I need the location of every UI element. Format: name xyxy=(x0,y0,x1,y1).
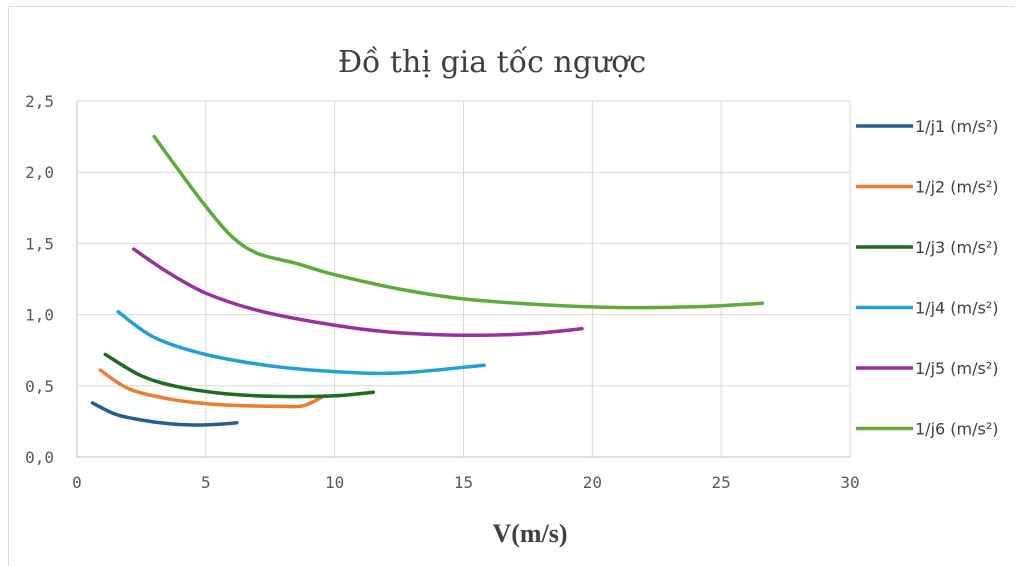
y-axis-ticks: 0,0 0,5 1,0 1,5 2,0 2,5 xyxy=(25,92,54,467)
x-tick-label: 5 xyxy=(201,473,211,492)
x-tick-label: 20 xyxy=(583,473,602,492)
legend-label-4: 1/j4 (m/s²) xyxy=(915,299,999,318)
x-axis-label: V(m/s) xyxy=(492,519,567,548)
series-line-4 xyxy=(116,310,486,376)
series-lines xyxy=(90,134,765,427)
legend-label-2: 1/j2 (m/s²) xyxy=(915,178,999,197)
series-line-6 xyxy=(152,134,765,310)
y-tick-label: 0,0 xyxy=(25,448,54,467)
legend-label-1: 1/j1 (m/s²) xyxy=(915,117,999,136)
chart-title: Đồ thị gia tốc ngược xyxy=(338,45,646,80)
grid xyxy=(76,100,851,458)
x-tick-label: 10 xyxy=(325,473,344,492)
y-tick-label: 1,0 xyxy=(25,306,54,325)
series-line-5 xyxy=(131,247,584,338)
legend-label-5: 1/j5 (m/s²) xyxy=(915,359,999,378)
x-tick-label: 30 xyxy=(840,473,859,492)
legend: 1/j1 (m/s²) 1/j2 (m/s²) 1/j3 (m/s²) 1/j4 (m… xyxy=(856,117,999,439)
y-tick-label: 2,5 xyxy=(25,92,54,111)
series-line-2 xyxy=(98,368,327,409)
legend-label-3: 1/j3 (m/s²) xyxy=(915,238,999,257)
x-tick-label: 25 xyxy=(712,473,731,492)
y-tick-label: 1,5 xyxy=(25,234,54,253)
x-axis-ticks: 0 5 10 15 20 25 30 xyxy=(72,473,859,492)
legend-label-6: 1/j6 (m/s²) xyxy=(915,420,999,439)
x-tick-label: 15 xyxy=(454,473,473,492)
y-tick-label: 0,5 xyxy=(25,377,54,396)
x-tick-label: 0 xyxy=(72,473,82,492)
y-tick-label: 2,0 xyxy=(25,163,54,182)
series-line-3 xyxy=(103,352,376,399)
series-line-1 xyxy=(90,401,239,427)
chart-frame xyxy=(8,6,1014,566)
